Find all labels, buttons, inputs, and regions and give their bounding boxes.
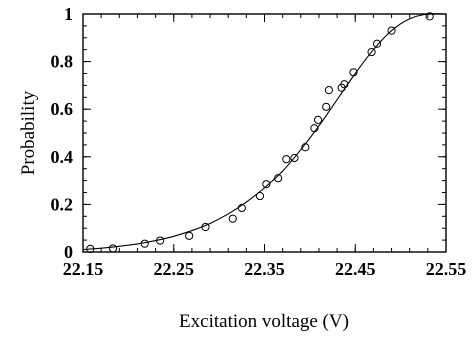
data-point [372,39,382,48]
data-point [282,155,291,164]
x-tick-label: 22.55 [426,259,467,279]
y-tick-label: 0.6 [51,99,74,119]
data-markers [86,12,434,254]
data-point [201,222,210,232]
x-tick-label: 22.45 [335,259,376,279]
data-point [301,143,310,152]
data-point [262,180,271,189]
axis-ticks [82,13,447,253]
plot-frame [82,13,447,253]
y-tick-label: 0.8 [51,52,74,72]
fit-line [82,13,447,251]
data-point [86,244,95,254]
y-tick-label: 0.4 [51,147,74,167]
data-point [310,124,319,133]
data-point [290,153,299,163]
data-point [349,68,358,77]
data-point [340,80,349,89]
data-point [322,102,331,111]
data-point [274,174,283,183]
data-point [108,244,118,253]
data-point [185,231,194,240]
y-tick-label: 0 [64,242,73,262]
data-point [324,86,334,95]
y-axis-label: Probability [18,90,39,175]
x-axis-label: Excitation voltage (V) [179,311,349,332]
axis-tick-labels: 22.15 22.25 22.35 22.45 22.55 0 0.2 0.4 0.6 0.8 1 [51,4,467,279]
data-point [425,12,434,21]
y-tick-label: 1 [64,4,73,24]
x-tick-label: 22.35 [244,259,285,279]
data-point [156,236,165,245]
data-point [313,115,323,125]
data-point [255,191,265,201]
data-point [367,47,376,57]
data-point [140,239,149,248]
data-point [228,214,237,223]
data-point [387,26,396,35]
x-tick-label: 22.25 [154,259,195,279]
data-point [237,203,246,213]
y-tick-label: 0.2 [51,194,74,214]
x-tick-label: 22.15 [63,259,104,279]
